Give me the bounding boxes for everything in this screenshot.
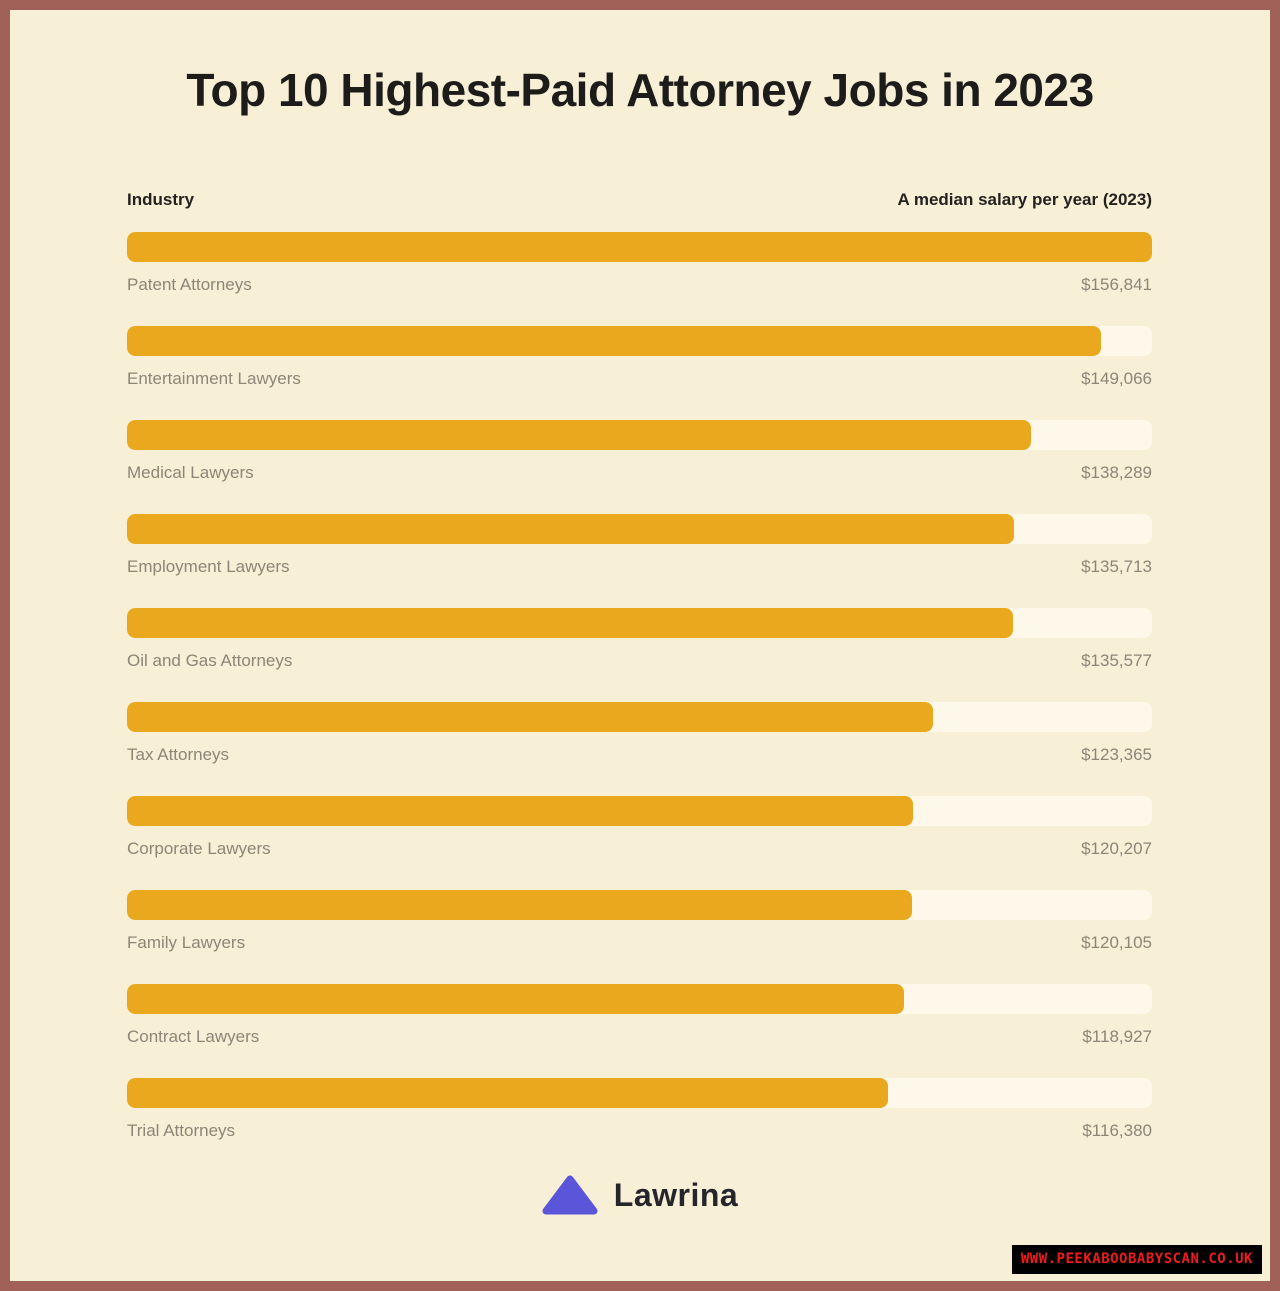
row-labels: Oil and Gas Attorneys $135,577 [127,651,1152,671]
bar-label: Tax Attorneys [127,745,230,764]
bar-track [127,326,1152,356]
chart-area: Industry A median salary per year (2023)… [10,190,1270,1141]
chart-row: Tax Attorneys $123,365 [127,702,1152,765]
bar-label: Contract Lawyers [127,1027,260,1046]
bar-label: Entertainment Lawyers [127,369,301,388]
bar-value: $156,841 [1081,275,1152,294]
chart-row: Trial Attorneys $116,380 [127,1078,1152,1141]
bar [127,702,934,732]
bar-value: $135,713 [1081,557,1152,576]
chart-row: Patent Attorneys $156,841 [127,232,1152,295]
bar-value: $118,927 [1082,1027,1152,1046]
row-labels: Employment Lawyers $135,713 [127,557,1152,577]
bar-label: Trial Attorneys [127,1121,236,1140]
bar-track [127,796,1152,826]
chart-row: Entertainment Lawyers $149,066 [127,326,1152,389]
bar-value: $120,207 [1081,839,1152,858]
bar-track [127,702,1152,732]
column-headers: Industry A median salary per year (2023) [127,190,1152,210]
bar [127,1078,888,1108]
row-labels: Medical Lawyers $138,289 [127,463,1152,483]
bar [127,514,1014,544]
bar-label: Family Lawyers [127,933,246,952]
bar-track [127,232,1152,262]
page-title: Top 10 Highest-Paid Attorney Jobs in 202… [186,64,1094,116]
row-labels: Patent Attorneys $156,841 [127,275,1152,295]
bar-value: $138,289 [1081,463,1152,482]
bar [127,890,912,920]
bar-label: Corporate Lawyers [127,839,271,858]
row-labels: Family Lawyers $120,105 [127,933,1152,953]
logo-text: Lawrina [613,1176,739,1213]
bar-track [127,608,1152,638]
bar-value: $123,365 [1081,745,1152,764]
chart-row: Employment Lawyers $135,713 [127,514,1152,577]
bar-track [127,420,1152,450]
watermark: WWW.PEEKABOOBABYSCAN.CO.UK [1011,1245,1262,1274]
bar [127,232,1152,262]
bar-value: $135,577 [1081,651,1152,670]
bar-label: Medical Lawyers [127,463,254,482]
row-labels: Tax Attorneys $123,365 [127,745,1152,765]
chart-row: Oil and Gas Attorneys $135,577 [127,608,1152,671]
bar-label: Oil and Gas Attorneys [127,651,293,670]
column-header-salary: A median salary per year (2023) [897,190,1152,209]
row-labels: Entertainment Lawyers $149,066 [127,369,1152,389]
row-labels: Trial Attorneys $116,380 [127,1121,1152,1141]
bar-track [127,890,1152,920]
bar [127,326,1102,356]
bar-value: $149,066 [1081,369,1152,388]
bar-value: $116,380 [1082,1121,1152,1140]
bar-track [127,1078,1152,1108]
bar-label: Patent Attorneys [127,275,252,294]
row-labels: Corporate Lawyers $120,207 [127,839,1152,859]
bar [127,608,1013,638]
bar [127,796,913,826]
bar-chart: Patent Attorneys $156,841 Entertainment La… [127,232,1152,1141]
lawrina-triangle-icon [542,1175,598,1215]
bar-track [127,514,1152,544]
chart-row: Family Lawyers $120,105 [127,890,1152,953]
bar-track [127,984,1152,1014]
chart-row: Medical Lawyers $138,289 [127,420,1152,483]
logo: Lawrina [10,1175,1270,1215]
bar-value: $120,105 [1081,933,1152,952]
chart-row: Corporate Lawyers $120,207 [127,796,1152,859]
chart-row: Contract Lawyers $118,927 [127,984,1152,1047]
bar-label: Employment Lawyers [127,557,290,576]
column-header-industry: Industry [127,190,195,209]
bar [127,420,1031,450]
bar [127,984,905,1014]
row-labels: Contract Lawyers $118,927 [127,1027,1152,1047]
